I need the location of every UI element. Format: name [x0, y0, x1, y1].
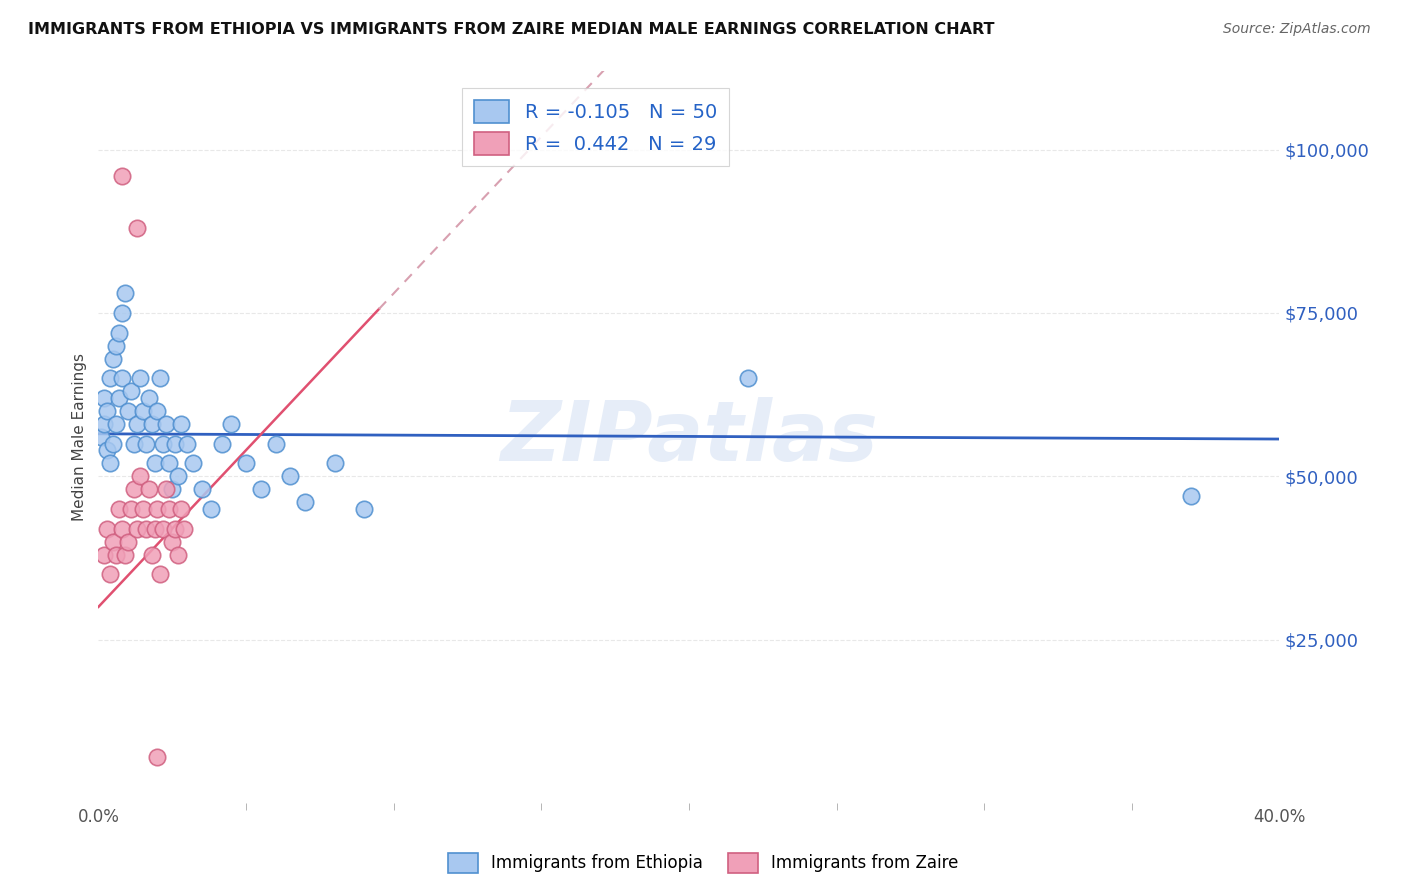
Point — [152, 436, 174, 450]
Point — [128, 371, 150, 385]
Point — [138, 391, 160, 405]
Text: ZIPatlas: ZIPatlas — [501, 397, 877, 477]
Point — [108, 502, 131, 516]
Point — [120, 502, 142, 516]
Point — [96, 404, 118, 418]
Point — [120, 384, 142, 399]
Point — [122, 436, 145, 450]
Point — [132, 502, 155, 516]
Point — [1180, 489, 1202, 503]
Point — [108, 326, 131, 340]
Point — [103, 436, 125, 450]
Point — [162, 534, 183, 549]
Point — [128, 469, 150, 483]
Point — [141, 548, 163, 562]
Point — [105, 338, 128, 352]
Point — [167, 548, 190, 562]
Point — [162, 483, 183, 497]
Point — [280, 469, 302, 483]
Point — [111, 306, 134, 320]
Point — [105, 548, 128, 562]
Point — [155, 483, 177, 497]
Point — [157, 502, 180, 516]
Point — [90, 430, 112, 444]
Point — [105, 417, 128, 431]
Point — [143, 456, 166, 470]
Point — [125, 417, 148, 431]
Point — [191, 483, 214, 497]
Point — [211, 436, 233, 450]
Point — [235, 456, 257, 470]
Point — [167, 469, 190, 483]
Point — [114, 286, 136, 301]
Point — [200, 502, 222, 516]
Point — [176, 436, 198, 450]
Point — [98, 371, 121, 385]
Point — [353, 502, 375, 516]
Point — [93, 417, 115, 431]
Point — [323, 456, 346, 470]
Point — [135, 521, 157, 535]
Point — [111, 169, 134, 183]
Point — [170, 502, 193, 516]
Point — [138, 483, 160, 497]
Point — [108, 391, 131, 405]
Point — [125, 521, 148, 535]
Point — [221, 417, 243, 431]
Text: Source: ZipAtlas.com: Source: ZipAtlas.com — [1223, 22, 1371, 37]
Point — [149, 371, 172, 385]
Point — [294, 495, 316, 509]
Point — [250, 483, 273, 497]
Point — [146, 404, 169, 418]
Y-axis label: Median Male Earnings: Median Male Earnings — [72, 353, 87, 521]
Point — [264, 436, 287, 450]
Point — [152, 521, 174, 535]
Point — [93, 548, 115, 562]
Point — [117, 404, 139, 418]
Point — [149, 567, 172, 582]
Point — [141, 417, 163, 431]
Point — [96, 521, 118, 535]
Legend: R = -0.105   N = 50, R =  0.442   N = 29: R = -0.105 N = 50, R = 0.442 N = 29 — [463, 88, 728, 167]
Point — [93, 391, 115, 405]
Point — [146, 502, 169, 516]
Point — [157, 456, 180, 470]
Legend: Immigrants from Ethiopia, Immigrants from Zaire: Immigrants from Ethiopia, Immigrants fro… — [441, 847, 965, 880]
Point — [103, 351, 125, 366]
Point — [132, 404, 155, 418]
Point — [143, 521, 166, 535]
Point — [122, 483, 145, 497]
Point — [181, 456, 204, 470]
Point — [165, 521, 187, 535]
Point — [111, 371, 134, 385]
Point — [98, 456, 121, 470]
Text: IMMIGRANTS FROM ETHIOPIA VS IMMIGRANTS FROM ZAIRE MEDIAN MALE EARNINGS CORRELATI: IMMIGRANTS FROM ETHIOPIA VS IMMIGRANTS F… — [28, 22, 994, 37]
Point — [155, 417, 177, 431]
Point — [146, 750, 169, 764]
Point — [111, 521, 134, 535]
Point — [125, 221, 148, 235]
Point — [117, 534, 139, 549]
Point — [173, 521, 195, 535]
Point — [98, 567, 121, 582]
Point — [135, 436, 157, 450]
Point — [170, 417, 193, 431]
Point — [96, 443, 118, 458]
Point — [165, 436, 187, 450]
Point — [114, 548, 136, 562]
Point — [737, 371, 759, 385]
Point — [103, 534, 125, 549]
